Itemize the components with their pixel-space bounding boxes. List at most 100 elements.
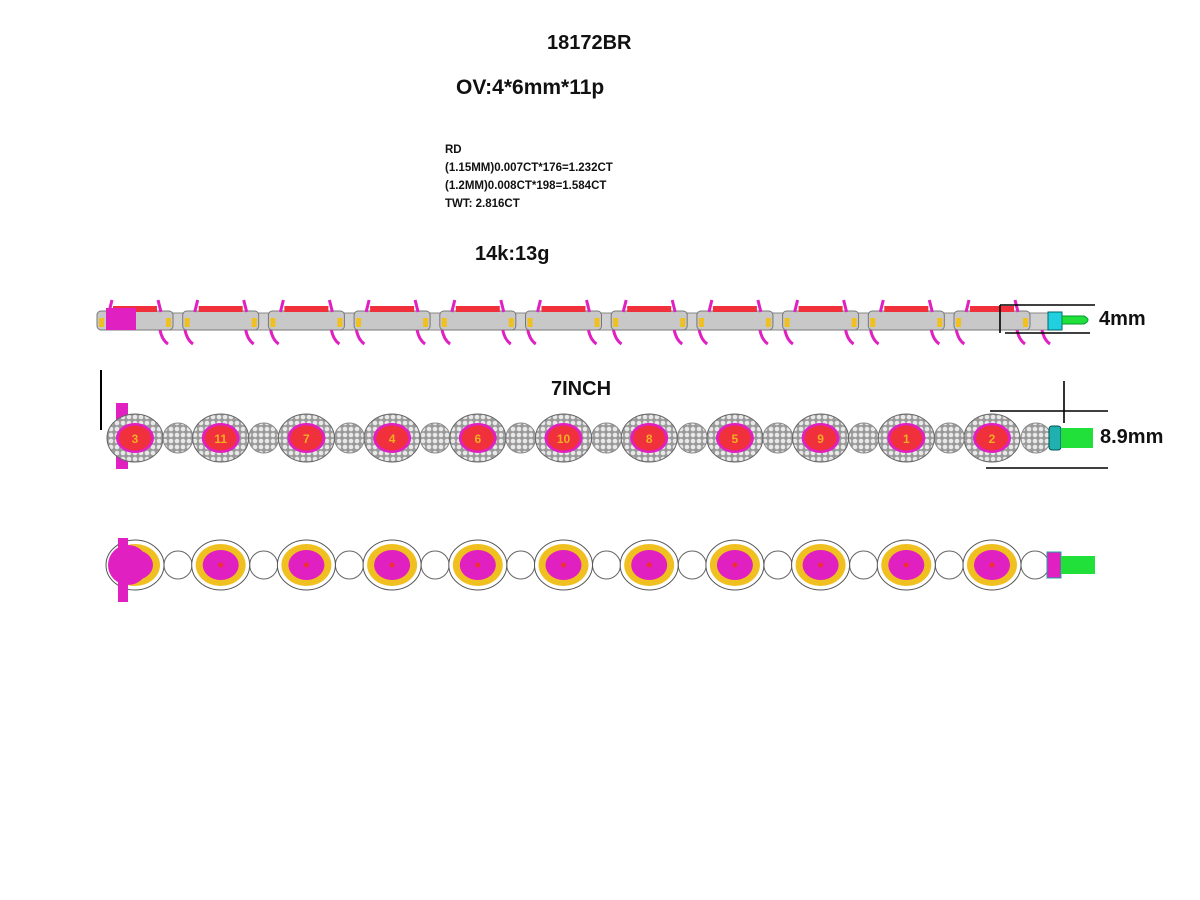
side-view-hinge [158,329,194,346]
bottom-view-round-link [763,550,793,580]
side-stone-line: (1.2MM)0.008CT*198=1.584CT [445,180,607,192]
side-view-gem [198,306,243,312]
side-view-hinge [929,329,966,346]
top-view-round-link [162,422,194,454]
side-view-gallery [765,318,771,327]
top-view-round-link [848,422,880,454]
side-view-gallery [698,318,704,327]
metal-weight: 14k:13g [475,243,550,265]
side-view-prong [878,299,934,313]
top-view-oval-gem [890,425,923,451]
side-view-gallery [1023,318,1028,327]
side-view-gallery [851,318,857,327]
top-view-oval-gem [804,425,837,451]
bottom-view-culet [732,562,738,568]
side-view-gallery [594,318,600,327]
height-dimension-lines [999,304,1095,334]
stone-number-label: 11 [214,432,227,446]
stone-number-label: 7 [303,432,310,446]
top-view-oval-gem [119,425,151,451]
side-view-gem [712,306,757,312]
side-view-gallery [184,318,190,327]
bottom-view-round-link [163,550,193,580]
side-view-gallery [527,318,533,327]
side-view-gallery [270,318,276,327]
side-view-gallery [937,318,943,327]
top-view-oval-gem [376,425,409,451]
side-view-gallery [613,318,619,327]
top-view-round-link [333,422,365,454]
side-view-hinge [587,329,623,346]
bottom-view-clasp-box [108,545,148,585]
top-view-oval-gem [718,425,751,451]
bottom-view-culet [389,562,395,568]
side-view-hinge [1015,329,1051,346]
bottom-view-round-link [934,550,964,580]
side-view-gem [370,306,415,312]
side-view-gallery [423,318,429,327]
side-view-prong [450,299,506,313]
side-view-prong [364,299,420,313]
stone-number-label: 5 [732,432,739,446]
side-view-halo [782,310,860,331]
side-view-halo [182,310,260,331]
top-view-oval-gem [461,425,494,451]
bottom-view-culet [303,562,309,568]
side-view-hinge [501,329,537,346]
bottom-view-culet [646,562,652,568]
side-view-gallery [870,318,876,327]
bottom-view-round-link [677,550,707,580]
side-view-clasp-tab [1047,311,1063,331]
side-view-clasp-tongue [1061,315,1089,325]
side-view-prong [193,299,249,313]
stone-number-label: 3 [132,432,139,446]
side-view-gallery [508,318,514,327]
top-view-round-link [419,422,451,454]
side-view-halo [525,310,602,331]
top-view-round-link [762,422,794,454]
side-view-halo [610,310,688,331]
stone-number-label: 8 [646,432,653,446]
side-view-halo [696,310,774,331]
side-view-halo [953,310,1031,331]
side-view-halo [439,310,517,331]
stone-number-label: 2 [989,432,996,446]
side-stone-specs: RD (1.15MM)0.007CT*176=1.232CT (1.2MM)0.… [445,141,613,213]
top-view-oval-gem [633,425,666,451]
side-stone-line: (1.15MM)0.007CT*176=1.232CT [445,162,613,174]
center-stone-spec: OV:4*6mm*11p [456,76,605,99]
top-view-oval-gem [976,425,1008,451]
bottom-view-culet [989,562,995,568]
side-view-gem [541,306,586,312]
bottom-view-clasp-tongue [1061,556,1095,574]
top-view-oval-gem [547,425,580,451]
side-view-gallery [680,318,686,327]
side-view-hinge [844,329,880,346]
side-view-prong [964,299,1020,313]
model-number: 18172BR [547,32,632,54]
width-dimension-label: 8.9mm [1100,426,1164,448]
top-view-oval-gem [204,425,237,451]
side-view-gallery [99,318,104,327]
side-view-gallery [441,318,447,327]
total-weight-line: TWT: 2.816CT [445,198,520,210]
top-view-round-link [933,422,965,454]
side-view-gem [884,306,929,312]
top-view-round-link [591,422,622,454]
side-view-hinge [672,329,709,346]
side-view-gem [798,306,843,312]
side-view-gem [455,306,500,312]
stone-number-label: 9 [817,432,824,446]
side-view-prong [278,299,334,313]
side-view-gallery [356,318,362,327]
side-view-hinge [244,329,280,346]
side-view-prong [621,299,677,313]
side-view-gallery [166,318,171,327]
bottom-view-culet [561,562,566,568]
top-view-round-link [1020,422,1052,454]
side-view-gallery [956,318,961,327]
side-view-halo [353,310,431,331]
stone-number-label: 1 [903,432,910,446]
top-view-oval-gem [290,425,323,451]
